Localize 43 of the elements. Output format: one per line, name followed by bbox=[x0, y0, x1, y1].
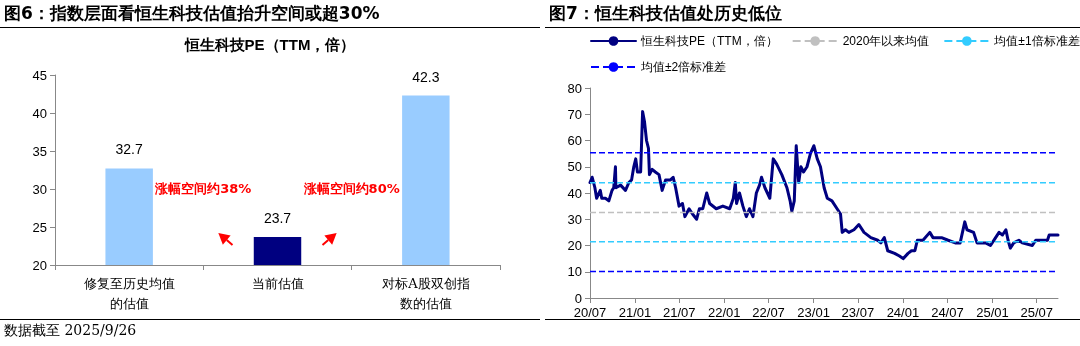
y-tick-label: 0 bbox=[574, 290, 582, 306]
annotation: 涨幅空间约80% bbox=[303, 180, 400, 198]
annotation: 涨幅空间约38% bbox=[155, 180, 252, 198]
x-tick-label: 22/01 bbox=[708, 305, 741, 320]
y-tick-label: 40 bbox=[32, 105, 47, 121]
data-label: 32.7 bbox=[115, 141, 143, 158]
x-tick-label: 当前估值 bbox=[251, 275, 304, 291]
legend-label: 均值±1倍标准差 bbox=[993, 34, 1080, 48]
x-tick-label: 22/07 bbox=[752, 305, 785, 320]
y-tick-label: 60 bbox=[567, 133, 582, 148]
text: 数据截至 2025/9/26 bbox=[4, 322, 137, 340]
x-tick-label: 20/07 bbox=[573, 305, 607, 320]
x-tick-label: 23/07 bbox=[841, 305, 875, 320]
x-tick-label: 21/01 bbox=[618, 305, 652, 320]
x-tick-label: 对标A股双创指数的估值 bbox=[382, 275, 470, 311]
y-tick-label: 30 bbox=[32, 181, 47, 197]
legend-label: 恒生科技PE（TTM，倍） bbox=[640, 34, 778, 48]
y-tick-label: 20 bbox=[32, 257, 47, 273]
line-series bbox=[588, 110, 1060, 261]
y-tick-label: 80 bbox=[567, 80, 582, 96]
x-tick-label: 25/01 bbox=[976, 305, 1009, 320]
y-tick-label: 70 bbox=[567, 106, 582, 122]
x-tick-label: 24/01 bbox=[886, 305, 920, 320]
x-tick-label: 25/07 bbox=[1020, 305, 1053, 320]
y-tick-label: 30 bbox=[567, 211, 582, 227]
y-tick-label: 10 bbox=[567, 264, 582, 280]
y-tick-label: 45 bbox=[32, 67, 47, 83]
y-tick-label: 50 bbox=[567, 159, 582, 175]
legend-label: 2020年以来均值 bbox=[842, 34, 930, 48]
x-tick-label: 21/07 bbox=[663, 305, 696, 320]
x-tick-label: 24/07 bbox=[931, 305, 964, 320]
y-tick-label: 20 bbox=[567, 238, 582, 253]
chart-title: 图6：指数层面看恒生科技估值抬升空间或超30% bbox=[4, 2, 380, 25]
y-tick-label: 35 bbox=[32, 143, 47, 159]
legend-label: 均值±2倍标准差 bbox=[640, 60, 727, 74]
chart-title: 图7：恒生科技估值处历史低位 bbox=[549, 2, 782, 25]
x-tick-label: 23/01 bbox=[797, 305, 830, 320]
y-tick-label: 40 bbox=[567, 185, 582, 201]
chart-subtitle: 恒生科技PE（TTM，倍） bbox=[183, 36, 356, 53]
data-label: 23.7 bbox=[263, 209, 292, 226]
x-tick-label: 修复至历史均值的估值 bbox=[83, 275, 175, 311]
data-label: 42.3 bbox=[412, 68, 440, 85]
y-tick-label: 25 bbox=[32, 219, 47, 235]
